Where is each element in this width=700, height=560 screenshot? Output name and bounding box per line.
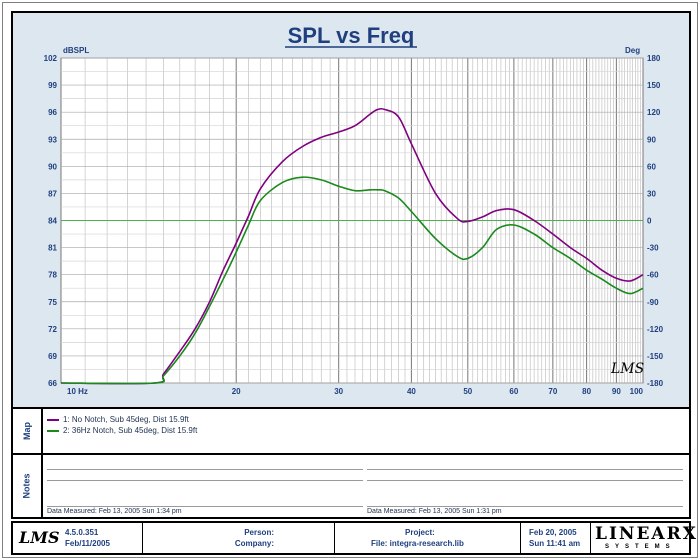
y-left-tick-label: 72	[48, 325, 57, 334]
legend-item-2[interactable]: 2: 36Hz Notch, Sub 45deg, Dist 15.9ft	[47, 426, 197, 435]
legend-label-1: 1: No Notch, Sub 45deg, Dist 15.9ft	[63, 415, 189, 424]
y-left-tick-label: 84	[48, 217, 57, 226]
y-right-tick-label: -120	[647, 325, 664, 334]
x-tick-label: 40	[407, 387, 416, 396]
legend-swatch-2	[47, 429, 59, 432]
x-tick-label: 20	[232, 387, 241, 396]
version-date: Feb/11/2005	[65, 539, 110, 548]
y-right-tick-label: 120	[647, 108, 661, 117]
note-line	[367, 480, 683, 481]
chart-svg: SPL vs Freq dBSPL Deg 66 69 72 75 78 81 84 87 90…	[13, 13, 689, 407]
footer-project-cell: Project: File: integra-research.lib	[335, 523, 521, 553]
map-tab[interactable]: Map	[13, 409, 43, 453]
y-right-tick-label: -30	[647, 244, 659, 253]
y-left-tick-label: 69	[48, 352, 57, 361]
chart-title: SPL vs Freq	[288, 23, 415, 48]
notes-panel: Notes Data Measured: Feb 13, 2005 Sun 1:…	[11, 455, 691, 519]
y-left-tick-label: 66	[48, 379, 57, 388]
x-tick-label: 10 Hz	[67, 387, 88, 396]
notes-column-1[interactable]: Data Measured: Feb 13, 2005 Sun 1:34 pm	[47, 459, 363, 515]
version-number: 4.5.0.351	[65, 528, 99, 537]
series-line-1	[60, 107, 644, 385]
linearx-logo: LINEARX	[595, 524, 698, 544]
y-left-tick-label: 78	[48, 271, 57, 280]
y-left-tick-label: 96	[48, 108, 57, 117]
tick-labels: 66 69 72 75 78 81 84 87 90 93 96 99 102 -180 -150 -120 -…	[44, 54, 664, 396]
map-panel: Map 1: No Notch, Sub 45deg, Dist 15.9ft …	[11, 409, 691, 455]
y-right-tick-label: 90	[647, 135, 656, 144]
x-tick-label: 60	[509, 387, 518, 396]
project-label: Project:	[405, 528, 435, 537]
footer-time: Sun 11:41 am	[529, 539, 581, 548]
y-right-tick-label: 30	[647, 189, 656, 198]
y-right-tick-label: 60	[647, 162, 656, 171]
footer-bar: LMS 4.5.0.351 Feb/11/2005 Person: Compan…	[11, 521, 696, 555]
y-right-tick-label: -60	[647, 271, 659, 280]
note-line	[47, 469, 363, 470]
company-label: Company:	[234, 539, 274, 548]
notes-tab[interactable]: Notes	[13, 455, 43, 517]
notes-footer-1: Data Measured: Feb 13, 2005 Sun 1:34 pm	[47, 506, 363, 515]
x-tick-label: 90	[612, 387, 621, 396]
notes-tab-label: Notes	[21, 473, 32, 499]
y-right-tick-label: -180	[647, 379, 664, 388]
y-left-tick-label: 99	[48, 81, 57, 90]
y-left-tick-label: 93	[48, 135, 57, 144]
systems-label: SYSTEMS	[605, 544, 676, 550]
map-tab-label: Map	[22, 422, 32, 440]
y-left-tick-label: 75	[48, 298, 57, 307]
series-group	[60, 107, 644, 385]
x-tick-label: 70	[548, 387, 557, 396]
series-line-2	[60, 176, 644, 385]
y-right-tick-label: -90	[647, 298, 659, 307]
y-right-unit: Deg	[625, 46, 640, 55]
lms-logo: LMS	[19, 528, 60, 547]
y-left-tick-label: 90	[48, 162, 57, 171]
chart-panel: SPL vs Freq dBSPL Deg 66 69 72 75 78 81 84 87 90…	[11, 11, 691, 409]
y-left-tick-label: 87	[48, 189, 57, 198]
footer-date: Feb 20, 2005	[529, 528, 577, 537]
person-label: Person:	[244, 528, 274, 537]
file-name: File: integra-research.lib	[371, 539, 464, 548]
note-line	[47, 480, 363, 481]
y-right-tick-label: -150	[647, 352, 664, 361]
x-tick-label: 50	[463, 387, 472, 396]
x-tick-label: 30	[334, 387, 343, 396]
notes-column-2[interactable]: Data Measured: Feb 13, 2005 Sun 1:31 pm	[367, 459, 683, 515]
footer-brand-cell: LINEARX SYSTEMS	[591, 523, 696, 553]
notes-footer-2: Data Measured: Feb 13, 2005 Sun 1:31 pm	[367, 506, 683, 515]
y-right-tick-label: 0	[647, 217, 652, 226]
x-tick-label: 80	[582, 387, 591, 396]
y-right-tick-label: 180	[647, 54, 661, 63]
legend-swatch-1	[47, 418, 59, 421]
legend-item-1[interactable]: 1: No Notch, Sub 45deg, Dist 15.9ft	[47, 415, 189, 424]
footer-version-cell: LMS 4.5.0.351 Feb/11/2005	[13, 523, 143, 553]
y-left-tick-label: 102	[44, 54, 58, 63]
y-left-tick-label: 81	[48, 244, 57, 253]
note-line	[367, 469, 683, 470]
footer-person-cell: Person: Company:	[143, 523, 335, 553]
footer-date-cell: Feb 20, 2005 Sun 11:41 am	[521, 523, 591, 553]
chart-lms-logo: LMS	[610, 361, 644, 377]
x-tick-label: 100	[630, 387, 644, 396]
y-left-unit: dBSPL	[63, 46, 89, 55]
y-right-tick-label: 150	[647, 81, 661, 90]
legend-label-2: 2: 36Hz Notch, Sub 45deg, Dist 15.9ft	[63, 426, 198, 435]
